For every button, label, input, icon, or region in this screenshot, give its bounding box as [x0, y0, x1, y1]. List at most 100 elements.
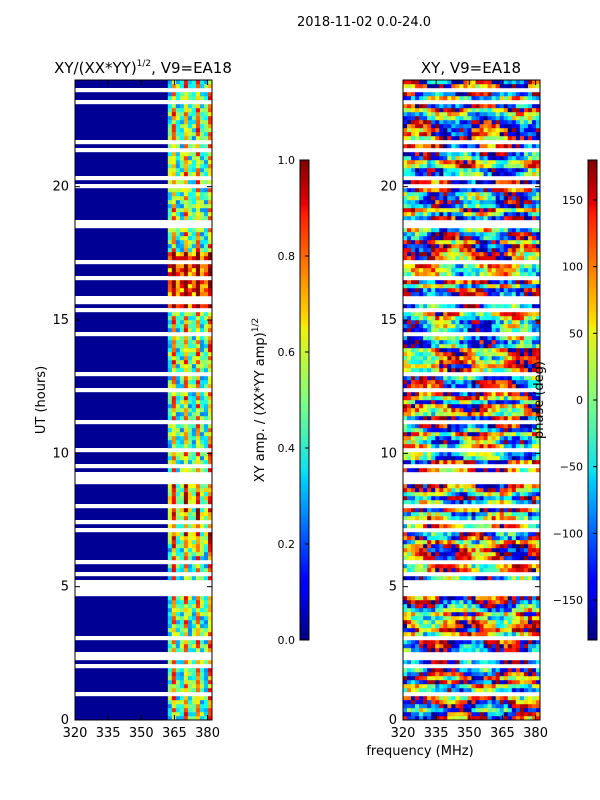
amp-cell — [207, 612, 212, 617]
amp-flagged-row — [75, 504, 212, 509]
amp-cell — [171, 424, 177, 429]
phase-cell — [495, 216, 501, 221]
phase-cell — [479, 400, 484, 405]
phase-cell — [455, 268, 460, 273]
phase-flagged-row — [403, 220, 540, 225]
phase-cell — [455, 312, 460, 317]
phase-cell — [443, 608, 448, 613]
phase-cell — [507, 320, 513, 325]
phase-cell — [487, 284, 492, 289]
phase-cell — [459, 524, 464, 529]
phase-cell — [523, 444, 529, 449]
phase-cell — [471, 576, 476, 581]
phase-cell — [523, 384, 529, 389]
amp-cell — [171, 428, 177, 433]
phase-cell — [403, 684, 408, 689]
phase-cell — [531, 644, 537, 649]
phase-cell — [435, 500, 440, 505]
phase-cell — [523, 368, 529, 373]
amp-cell — [199, 364, 205, 369]
phase-cell — [467, 644, 472, 649]
phase-cell — [467, 228, 472, 233]
phase-cell — [483, 400, 488, 405]
amp-cell — [183, 196, 189, 201]
amp-flagged-row — [75, 652, 212, 657]
phase-flagged-row — [403, 472, 540, 477]
phase-cell — [431, 204, 436, 209]
phase-cell — [507, 400, 513, 405]
phase-cell — [419, 496, 424, 501]
phase-cell — [495, 648, 501, 653]
phase-cell — [411, 452, 416, 457]
phase-cell — [463, 492, 468, 497]
phase-cell — [475, 544, 480, 549]
phase-cell — [511, 660, 517, 665]
phase-cell — [519, 408, 525, 413]
phase-cell — [483, 640, 488, 645]
phase-cell — [415, 208, 420, 213]
phase-cell — [411, 616, 416, 621]
phase-cell — [443, 356, 448, 361]
phase-cell — [479, 696, 484, 701]
phase-cell — [523, 380, 529, 385]
phase-cell — [487, 628, 492, 633]
phase-cell — [407, 672, 412, 677]
phase-cell — [439, 216, 444, 221]
phase-cell — [419, 368, 424, 373]
phase-cell — [431, 552, 436, 557]
phase-cell — [423, 380, 428, 385]
phase-cell — [435, 432, 440, 437]
phase-cell — [407, 568, 412, 573]
phase-cell — [531, 312, 537, 317]
phase-cell — [463, 496, 468, 501]
amp-cell — [167, 488, 173, 493]
phase-cell — [411, 632, 416, 637]
amp-cell — [195, 544, 201, 549]
phase-cell — [475, 440, 480, 445]
amp-cell — [203, 368, 209, 373]
phase-cell — [427, 668, 432, 673]
phase-cell — [483, 428, 488, 433]
phase-cell — [503, 268, 509, 273]
phase-cell — [455, 532, 460, 537]
amp-cell — [183, 416, 189, 421]
phase-cell — [411, 516, 416, 521]
amp-cell — [203, 80, 209, 85]
amp-cell — [171, 400, 177, 405]
phase-cell — [459, 552, 464, 557]
phase-cell — [435, 352, 440, 357]
phase-cell — [403, 376, 408, 381]
phase-cell — [459, 428, 464, 433]
phase-cell — [475, 368, 480, 373]
amp-cell — [207, 628, 212, 633]
phase-cell — [519, 196, 525, 201]
phase-cell — [419, 668, 424, 673]
amp-cell — [171, 364, 177, 369]
phase-cell — [531, 244, 537, 249]
phase-cell — [499, 344, 505, 349]
phase-cell — [439, 672, 444, 677]
phase-cell — [455, 576, 460, 581]
phase-cell — [511, 600, 517, 605]
amp-cell — [171, 708, 177, 713]
phase-cell — [471, 596, 476, 601]
amp-cell — [171, 456, 177, 461]
phase-cell — [435, 380, 440, 385]
amp-cell — [167, 80, 173, 85]
phase-cell — [419, 512, 424, 517]
phase-cell — [411, 620, 416, 625]
phase-cell — [431, 264, 436, 269]
phase-cell — [403, 604, 408, 609]
amp-cell — [195, 284, 201, 289]
phase-cell — [451, 608, 456, 613]
phase-cell — [535, 228, 540, 233]
phase-cell — [507, 648, 513, 653]
phase-cell — [431, 356, 436, 361]
phase-cell — [443, 228, 448, 233]
phase-cell — [475, 304, 480, 309]
amp-cell — [191, 368, 197, 373]
phase-cell — [431, 700, 436, 705]
amp-cell — [199, 312, 205, 317]
phase-cell — [499, 488, 505, 493]
phase-cell — [535, 500, 540, 505]
